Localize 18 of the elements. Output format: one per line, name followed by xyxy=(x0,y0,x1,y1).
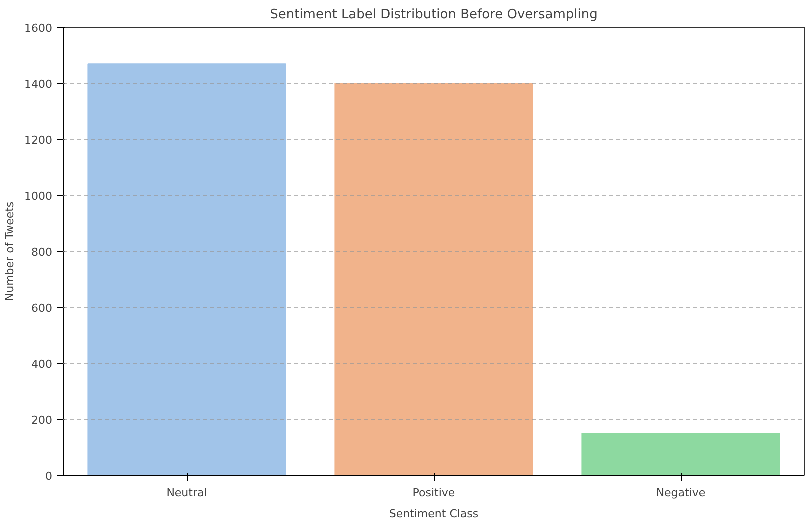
x-tick-label: Positive xyxy=(412,486,456,500)
y-tick-label: 1200 xyxy=(24,134,53,147)
y-tick-label: 800 xyxy=(32,246,53,259)
x-axis-title: Sentiment Class xyxy=(389,508,479,520)
y-tick-label: 400 xyxy=(32,358,53,371)
y-tick-label: 1000 xyxy=(24,190,53,203)
bar xyxy=(582,433,780,476)
y-tick-label: 200 xyxy=(32,414,53,427)
bar xyxy=(334,83,534,476)
y-tick-label: 1400 xyxy=(24,78,53,91)
x-tick-label: Negative xyxy=(656,486,706,500)
y-axis-title: Number of Tweets xyxy=(4,202,17,302)
x-tick-label: Neutral xyxy=(166,486,208,500)
chart-title: Sentiment Label Distribution Before Oversampling xyxy=(270,8,598,22)
y-tick-label: 600 xyxy=(32,302,53,315)
bar xyxy=(88,64,286,476)
y-tick-label: 1600 xyxy=(24,22,53,35)
y-tick-label: 0 xyxy=(46,470,52,483)
